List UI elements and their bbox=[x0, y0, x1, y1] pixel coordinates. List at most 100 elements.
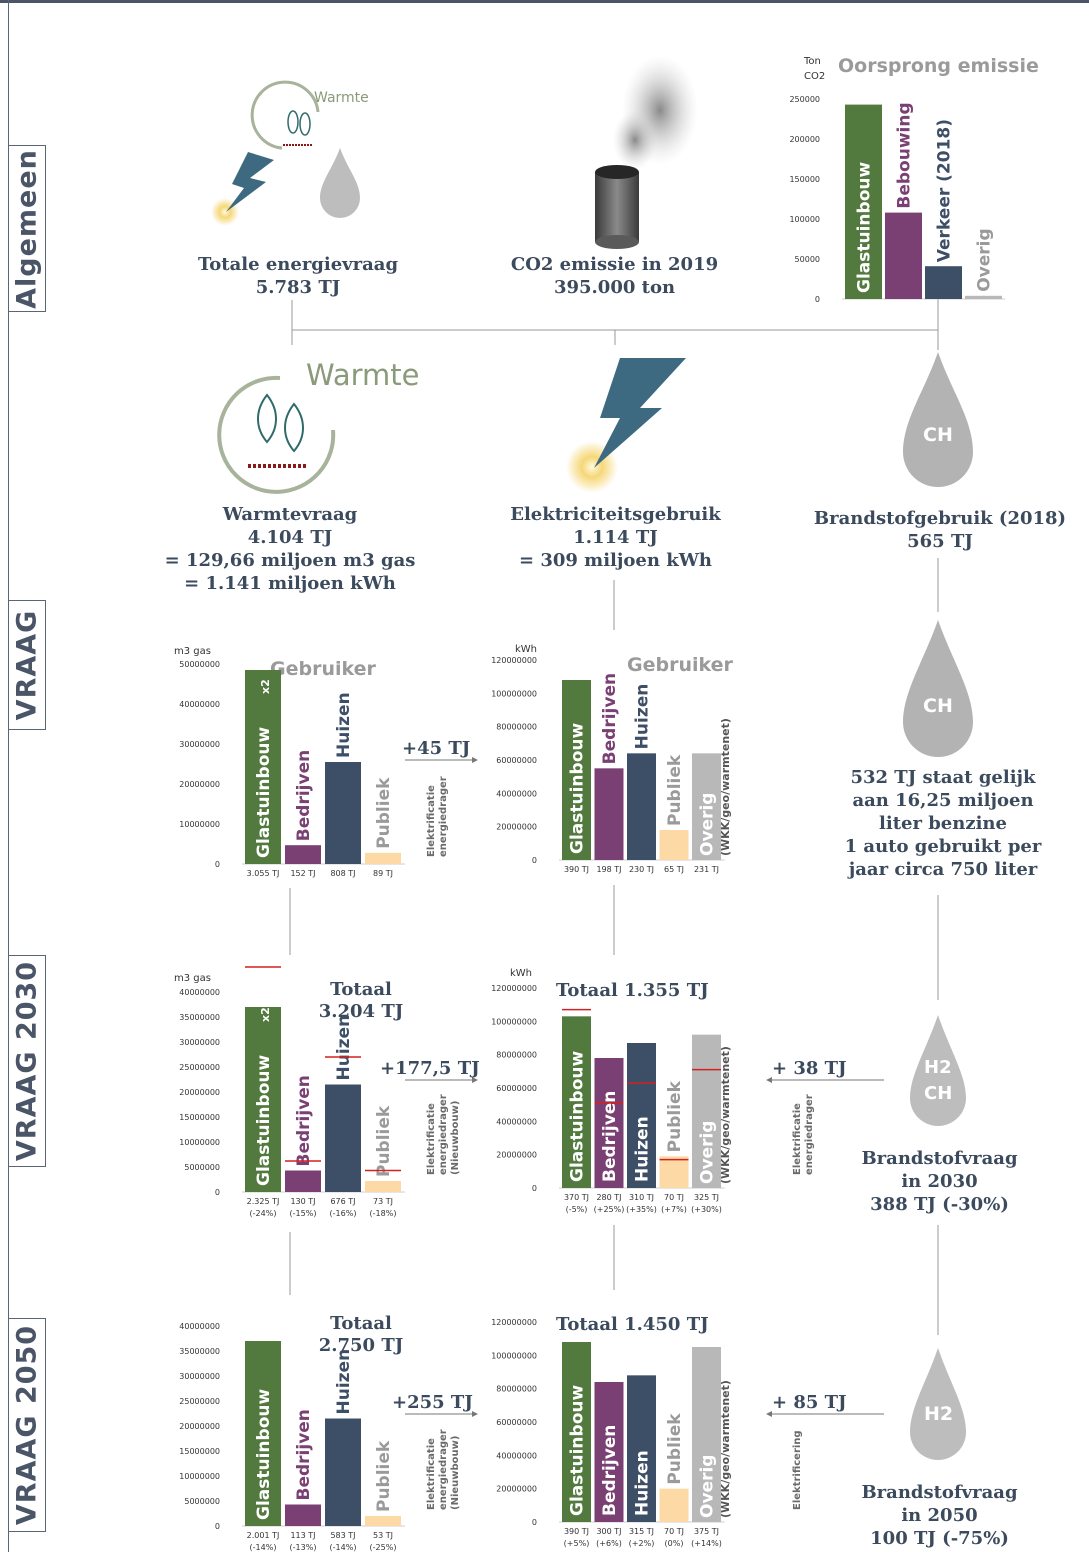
kwh-datalabel-5: 231 TJ bbox=[694, 865, 719, 874]
benzine-l3: liter benzine bbox=[879, 813, 1007, 834]
kwh2050-bar-4 bbox=[659, 1488, 689, 1522]
kwh2030-datalabel2-2: (+25%) bbox=[594, 1205, 625, 1214]
kwh2050-barlabel-1: Glastuinbouw bbox=[568, 1385, 588, 1516]
gas2050-ytick: 30000000 bbox=[179, 1372, 220, 1381]
kwh2030-datalabel2-3: (+35%) bbox=[626, 1205, 657, 1214]
kwh2050-ytick: 120000000 bbox=[491, 1318, 537, 1327]
benzine-l4: 1 auto gebruikt per bbox=[844, 836, 1042, 857]
emissie-bar-3 bbox=[925, 266, 962, 299]
kwh2030-ytick: 60000000 bbox=[496, 1084, 537, 1093]
kwh-ytick: 60000000 bbox=[496, 756, 537, 765]
kwh2050-ytick: 40000000 bbox=[496, 1451, 537, 1460]
kwh2050-datalabel-2: 300 TJ bbox=[596, 1527, 621, 1536]
gas2030-ytick: 30000000 bbox=[179, 1038, 220, 1047]
warmte-big-icon bbox=[217, 375, 336, 494]
gas2030-title: Totaal bbox=[330, 979, 392, 1000]
kwh-title: Gebruiker bbox=[627, 654, 734, 676]
gas2050-title: Totaal bbox=[330, 1313, 392, 1334]
gas2050-barlabel-3: Huizen bbox=[334, 1349, 354, 1415]
kwh-barlabel-5: Overig bbox=[698, 793, 718, 856]
lightning-big-icon bbox=[566, 358, 686, 493]
gas2050-datalabel-1: 2.001 TJ bbox=[247, 1531, 280, 1540]
warmtevraag-title: Warmtevraag bbox=[222, 504, 358, 525]
gas2030-datalabel2-4: (-18%) bbox=[370, 1209, 397, 1218]
drop-small-icon bbox=[320, 148, 360, 218]
emissie-ytick: 100000 bbox=[789, 215, 820, 224]
h2-label-2050: H2 bbox=[924, 1403, 954, 1425]
brandstof-2050-l3: 100 TJ (-75%) bbox=[870, 1528, 1009, 1549]
warmtevraag-kwh: = 1.141 miljoen kWh bbox=[184, 573, 396, 594]
top-border bbox=[0, 0, 1089, 3]
brandstof-text: Brandstofgebruik (2018) 565 TJ bbox=[795, 507, 1085, 553]
kwh-datalabel-3: 230 TJ bbox=[629, 865, 654, 874]
kwh2030-ytick: 100000000 bbox=[491, 1017, 537, 1026]
emissie-bar-2 bbox=[885, 212, 922, 299]
gas2030-datalabel-3: 676 TJ bbox=[330, 1197, 355, 1206]
gas2050-title: 2.750 TJ bbox=[319, 1335, 404, 1356]
emissie-ytick: 50000 bbox=[795, 255, 820, 264]
co2-title: CO2 emissie in 2019 bbox=[510, 254, 719, 275]
gas2030-ytick: 40000000 bbox=[179, 988, 220, 997]
arrow-2 bbox=[405, 1077, 478, 1083]
gas-barlabel-3: Huizen bbox=[334, 692, 354, 758]
gas2030-bar-3 bbox=[325, 1084, 361, 1192]
kwh2050-barlabel-5: Overig bbox=[698, 1455, 718, 1518]
gas2050-bar-1 bbox=[245, 1341, 281, 1526]
kwh2030-ytick: 120000000 bbox=[491, 984, 537, 993]
gas2050-ytick: 0 bbox=[215, 1522, 220, 1531]
kwh2030-ylabel: kWh bbox=[510, 968, 532, 979]
gas2030-datalabel2-3: (-16%) bbox=[330, 1209, 357, 1218]
gas2030-datalabel-2: 130 TJ bbox=[290, 1197, 315, 1206]
left-rule bbox=[8, 0, 9, 1552]
kwh2050-datalabel2-4: (0%) bbox=[665, 1539, 684, 1548]
emissie-barlabel-3: Verkeer (2018) bbox=[935, 119, 955, 262]
gas2030-barlabel-x2-1: x2 bbox=[259, 1007, 272, 1022]
kwh2050-bar-5 bbox=[692, 1347, 721, 1522]
gas-ytick: 40000000 bbox=[179, 700, 220, 709]
gas2030-ytick: 5000000 bbox=[184, 1163, 220, 1172]
gas-bar-1 bbox=[245, 670, 281, 864]
arrow-5 bbox=[766, 1411, 884, 1417]
kwh2030-datalabel-3: 310 TJ bbox=[629, 1193, 654, 1202]
kwh-bar-4 bbox=[659, 830, 689, 860]
emissie-ytick: 150000 bbox=[789, 175, 820, 184]
kwh2050-ytick: 100000000 bbox=[491, 1351, 537, 1360]
ch-label-top: CH bbox=[923, 424, 953, 446]
section-vraag-2050: VRAAG 2050 bbox=[8, 1318, 46, 1532]
arrow-4 bbox=[766, 1077, 884, 1083]
warmtevraag-gas: = 129,66 miljoen m3 gas bbox=[164, 550, 416, 571]
arrow-2-label: +177,5 TJ bbox=[380, 1058, 480, 1079]
gas2030-datalabel2-2: (-15%) bbox=[290, 1209, 317, 1218]
brandstof-2030-l1: Brandstofvraag bbox=[861, 1148, 1018, 1169]
kwh2030-bar-2 bbox=[594, 1058, 624, 1188]
kwh-ytick: 0 bbox=[532, 856, 537, 865]
kwh-barlabel-2: Bedrijven bbox=[600, 673, 620, 764]
warmtevraag-tj: 4.104 TJ bbox=[247, 527, 333, 548]
gas2050-bar-2 bbox=[285, 1504, 321, 1526]
kwh2030-bar-5 bbox=[692, 1034, 721, 1188]
kwh-ytick: 120000000 bbox=[491, 656, 537, 665]
gas2030-bar-2 bbox=[285, 1170, 321, 1192]
kwh-bar-1 bbox=[562, 680, 591, 860]
benzine-l2: aan 16,25 miljoen bbox=[852, 790, 1034, 811]
gas2030-ytick: 0 bbox=[215, 1188, 220, 1197]
kwh2050-barlabel-3: Huizen bbox=[633, 1450, 653, 1516]
gas2050-ytick: 35000000 bbox=[179, 1347, 220, 1356]
kwh-bar-5 bbox=[692, 753, 721, 860]
kwh2050-datalabel2-2: (+6%) bbox=[596, 1539, 622, 1548]
kwh2030-ytick: 20000000 bbox=[496, 1151, 537, 1160]
kwh2050-ytick: 60000000 bbox=[496, 1418, 537, 1427]
gas2050-barlabel-4: Publiek bbox=[374, 1440, 394, 1512]
gas2050-barlabel-1: Glastuinbouw bbox=[254, 1389, 274, 1520]
benzine-text: 532 TJ staat gelijk aan 16,25 miljoen li… bbox=[812, 766, 1074, 881]
kwh2050-bar-1 bbox=[562, 1342, 591, 1522]
gas-ytick: 20000000 bbox=[179, 780, 220, 789]
emissie-ytick: 200000 bbox=[789, 135, 820, 144]
gas2050-datalabel2-3: (-14%) bbox=[330, 1543, 357, 1552]
gas2050-datalabel2-4: (-25%) bbox=[370, 1543, 397, 1552]
gas2030-barlabel-4: Publiek bbox=[374, 1105, 394, 1177]
brandstof-2050-l2: in 2050 bbox=[901, 1505, 978, 1526]
arrow-3 bbox=[405, 1411, 478, 1417]
